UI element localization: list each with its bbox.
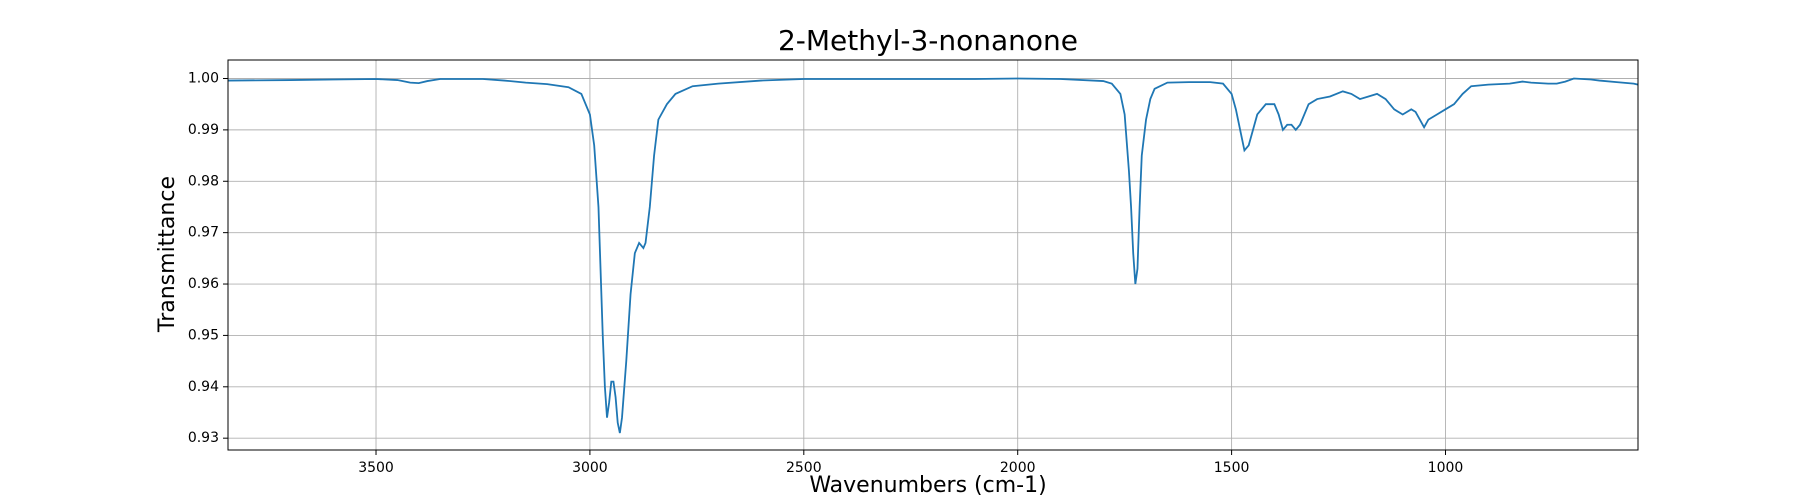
x-tick-label: 3000 [572,460,608,476]
y-tick-label: 0.97 [188,225,219,241]
y-tick-label: 0.98 [188,173,219,189]
x-tick-label: 2500 [786,460,822,476]
x-axis-label: Wavenumbers (cm-1) [809,473,1046,498]
y-tick-label: 0.99 [188,122,219,138]
y-tick-label: 0.94 [188,379,219,395]
x-tick-label: 1500 [1214,460,1250,476]
y-tick-label: 0.95 [188,327,219,343]
x-tick-label: 1000 [1428,460,1464,476]
x-tick-label: 2000 [1000,460,1036,476]
plot-frame [227,59,1639,451]
y-tick-label: 0.96 [188,276,219,292]
y-tick-label: 0.93 [188,430,219,446]
x-tick-label: 3500 [358,460,394,476]
y-tick-label: 1.00 [188,70,219,86]
y-axis-label: Transmittance [155,176,180,333]
spectrum-line [227,77,1639,434]
chart-title: 2-Methyl-3-nonanone [778,24,1078,57]
